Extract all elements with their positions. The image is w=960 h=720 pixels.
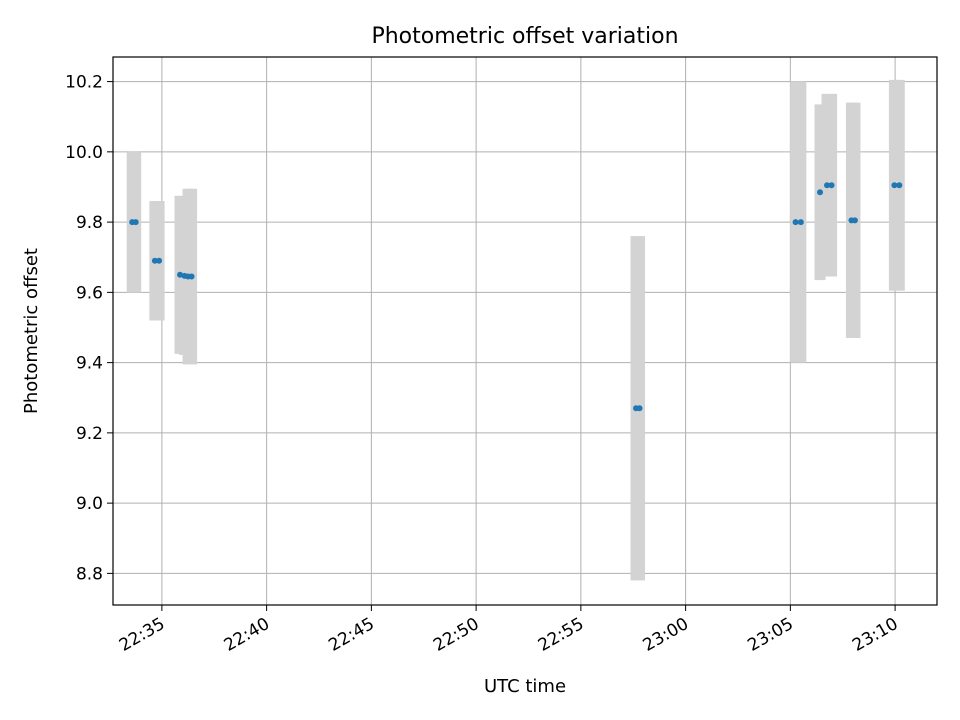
y-axis-label: Photometric offset bbox=[21, 248, 42, 414]
data-point bbox=[177, 271, 184, 278]
data-point bbox=[891, 182, 898, 189]
y-tick-label: 9.0 bbox=[76, 494, 103, 514]
data-points bbox=[129, 182, 903, 412]
y-tick-label: 9.2 bbox=[76, 424, 103, 444]
data-point bbox=[151, 257, 158, 264]
data-point bbox=[828, 182, 835, 189]
data-point bbox=[851, 217, 858, 224]
data-point bbox=[824, 182, 831, 189]
y-axis: 8.8 9.0 9.2 9.4 9.6 9.8 10.0 10.2 bbox=[65, 73, 113, 584]
x-axis-label: UTC time bbox=[484, 676, 566, 697]
data-point bbox=[132, 219, 139, 226]
y-tick-label: 9.8 bbox=[76, 213, 103, 233]
chart-title: Photometric offset variation bbox=[371, 24, 678, 49]
y-tick-label: 9.4 bbox=[76, 354, 103, 374]
data-point bbox=[792, 219, 799, 226]
plot-frame bbox=[112, 56, 938, 606]
y-tick-label: 9.6 bbox=[76, 283, 103, 303]
y-tick-label: 10.0 bbox=[65, 143, 103, 163]
data-point bbox=[896, 182, 903, 189]
data-point bbox=[817, 189, 824, 196]
data-point bbox=[188, 273, 195, 280]
y-tick-label: 8.8 bbox=[76, 564, 103, 584]
y-tick-label: 10.2 bbox=[65, 73, 103, 93]
data-point bbox=[156, 257, 163, 264]
data-point bbox=[797, 219, 804, 226]
data-point bbox=[636, 405, 643, 412]
